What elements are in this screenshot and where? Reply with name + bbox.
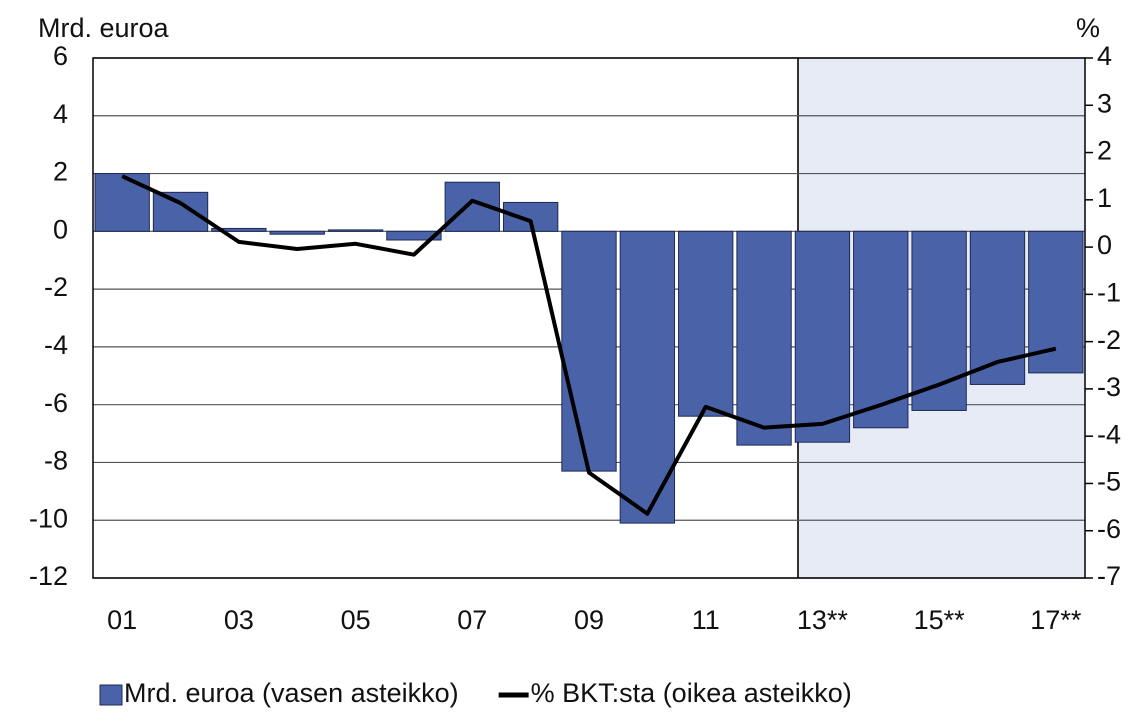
y2-tick-label: 4 bbox=[1097, 41, 1112, 71]
bar bbox=[853, 230, 909, 429]
y-tick-label: -4 bbox=[44, 330, 68, 360]
y-tick-label: -10 bbox=[29, 503, 68, 533]
y2-tick-label: -4 bbox=[1097, 419, 1121, 449]
legend-label: Mrd. euroa (vasen asteikko) bbox=[124, 678, 459, 708]
y-tick-label: 2 bbox=[53, 157, 68, 187]
x-tick-label: 07 bbox=[457, 605, 487, 635]
x-tick-label: 05 bbox=[341, 605, 371, 635]
y2-tick-label: 2 bbox=[1097, 136, 1112, 166]
bar bbox=[211, 227, 267, 232]
y-tick-label: -2 bbox=[44, 272, 68, 302]
bar bbox=[794, 230, 851, 443]
bar bbox=[152, 191, 209, 232]
legend-swatch bbox=[99, 684, 123, 706]
y2-tick-label: -5 bbox=[1097, 467, 1121, 497]
x-tick-label: 15** bbox=[914, 605, 966, 635]
y-tick-label: -8 bbox=[44, 446, 68, 476]
y2-tick-label: 3 bbox=[1097, 88, 1112, 118]
line bbox=[121, 174, 1057, 516]
y2-tick-label: -3 bbox=[1097, 372, 1121, 402]
bar bbox=[327, 229, 384, 232]
bar bbox=[94, 173, 150, 232]
y-tick-label: 0 bbox=[53, 214, 68, 244]
y2-tick-label: 1 bbox=[1097, 183, 1112, 213]
bar bbox=[561, 230, 617, 472]
x-tick-label: 11 bbox=[692, 605, 720, 635]
bar bbox=[269, 230, 325, 235]
bar bbox=[619, 230, 676, 524]
y2-axis-title: % bbox=[1076, 13, 1100, 43]
y2-tick-label: 0 bbox=[1097, 230, 1112, 260]
y-tick-label: 6 bbox=[53, 41, 68, 71]
y-tick-label: -6 bbox=[44, 388, 68, 418]
bar bbox=[444, 181, 500, 232]
bar bbox=[386, 230, 442, 241]
legend-label: % BKT:sta (oikea asteikko) bbox=[531, 678, 852, 708]
x-tick-label: 09 bbox=[574, 605, 604, 635]
y-tick-label: -12 bbox=[29, 561, 68, 591]
y-tick-label: 4 bbox=[53, 99, 68, 129]
bar bbox=[678, 230, 734, 417]
bar bbox=[736, 230, 792, 446]
x-tick-label: 03 bbox=[224, 605, 254, 635]
y-axis-title: Mrd. euroa bbox=[38, 13, 170, 43]
x-tick-label: 13** bbox=[797, 605, 849, 635]
plot-border bbox=[92, 57, 1086, 579]
y2-tick-label: -7 bbox=[1097, 561, 1121, 591]
x-tick-label: 17** bbox=[1030, 605, 1082, 635]
y2-tick-label: -2 bbox=[1097, 325, 1121, 355]
y2-tick-label: -6 bbox=[1097, 514, 1121, 544]
y2-tick-label: -1 bbox=[1097, 277, 1121, 307]
bar bbox=[911, 230, 967, 411]
x-tick-label: 01 bbox=[107, 605, 137, 635]
